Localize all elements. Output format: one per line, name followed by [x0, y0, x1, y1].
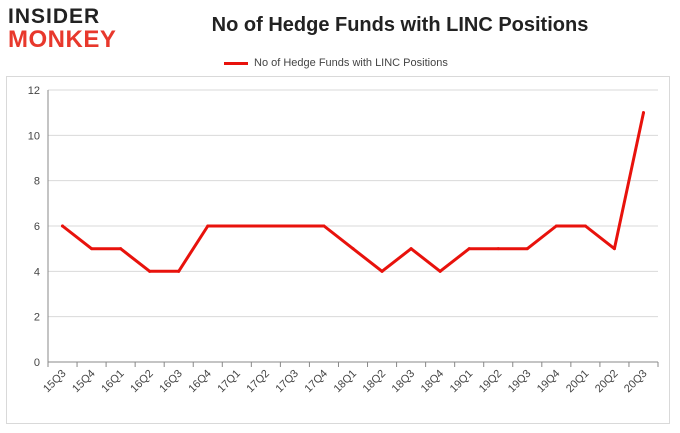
- x-tick-label: 16Q2: [128, 368, 156, 396]
- x-tick-label: 17Q4: [303, 368, 331, 396]
- x-tick-label: 20Q2: [593, 368, 621, 396]
- y-tick-label: 2: [34, 312, 40, 324]
- legend-line-swatch: [224, 61, 248, 65]
- x-tick-label: 19Q2: [477, 368, 505, 396]
- x-tick-label: 15Q3: [41, 368, 69, 396]
- data-point: [351, 247, 355, 251]
- insider-monkey-logo: INSIDER MONKEY: [8, 6, 128, 56]
- chart-title: No of Hedge Funds with LINC Positions: [211, 14, 589, 36]
- chart-legend: No of Hedge Funds with LINC Positions: [224, 56, 448, 70]
- series-group: [61, 111, 645, 273]
- data-point: [61, 224, 65, 228]
- logo-line-2: MONKEY: [8, 26, 117, 53]
- logo-line-1: INSIDER: [8, 5, 101, 28]
- data-point: [90, 247, 94, 251]
- data-point: [264, 224, 268, 228]
- x-tick-label: 17Q2: [244, 368, 272, 396]
- data-point: [206, 224, 210, 228]
- x-tick-label: 18Q3: [390, 368, 418, 396]
- data-point: [496, 247, 500, 251]
- gridlines: [48, 89, 658, 318]
- x-tick-label: 20Q1: [564, 368, 592, 396]
- data-point: [641, 111, 645, 115]
- x-tick-label: 18Q2: [361, 368, 389, 396]
- x-tick-label: 19Q4: [535, 368, 563, 396]
- data-point: [554, 224, 558, 228]
- y-tick-label: 8: [34, 176, 40, 188]
- x-tick-label: 16Q4: [186, 368, 214, 396]
- data-point: [293, 224, 297, 228]
- axes: [47, 90, 659, 367]
- x-tick-label: 17Q1: [215, 368, 243, 396]
- x-tick-label: 19Q3: [506, 368, 534, 396]
- x-tick-label: 17Q3: [274, 368, 302, 396]
- x-tick-label: 18Q4: [419, 368, 447, 396]
- x-tick-label: 19Q1: [448, 368, 476, 396]
- data-point: [177, 269, 181, 273]
- data-point: [119, 247, 123, 251]
- y-axis-ticks: 0 2 4 6 8 10 12: [28, 85, 40, 369]
- y-tick-label: 4: [34, 266, 40, 278]
- x-tick-label: 20Q3: [622, 368, 650, 396]
- x-axis-ticks: 15Q3 15Q4 16Q1 16Q2 16Q3 16Q4 17Q1 17Q2 17Q3 17Q4…: [41, 368, 649, 396]
- y-tick-label: 10: [28, 130, 40, 142]
- data-point: [235, 224, 239, 228]
- y-tick-label: 12: [28, 85, 40, 97]
- y-tick-label: 6: [34, 221, 40, 233]
- x-tick-label: 16Q3: [157, 368, 185, 396]
- data-point: [409, 247, 413, 251]
- data-point: [525, 247, 529, 251]
- data-point: [148, 269, 152, 273]
- chart-border: [6, 76, 670, 424]
- y-tick-label: 0: [34, 357, 40, 369]
- data-point: [380, 269, 384, 273]
- x-tick-label: 15Q4: [70, 368, 98, 396]
- data-point: [322, 224, 326, 228]
- data-point: [467, 247, 471, 251]
- legend-label: No of Hedge Funds with LINC Positions: [254, 57, 448, 69]
- data-point: [438, 269, 442, 273]
- data-point: [583, 224, 587, 228]
- x-tick-label: 18Q1: [332, 368, 360, 396]
- data-point: [612, 247, 616, 251]
- x-tick-label: 16Q1: [99, 368, 127, 396]
